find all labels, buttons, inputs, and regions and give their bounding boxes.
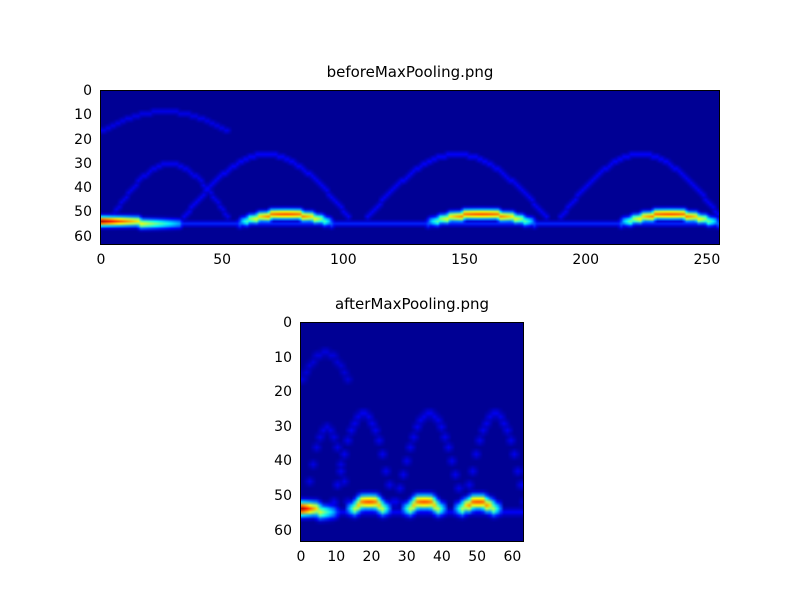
heatmap-image-before (101, 91, 719, 244)
y-tick-label: 10 (74, 107, 92, 124)
plot-before-maxpooling: beforeMaxPooling.png 0 10 20 30 40 50 60 0 50 10… (74, 63, 720, 268)
y-tick-label: 0 (83, 83, 92, 99)
x-tick-label: 50 (213, 252, 232, 268)
y-tick-label: 0 (283, 315, 292, 331)
axes-frame-before (100, 90, 720, 245)
axes-frame-after (300, 322, 524, 542)
y-tick-label: 60 (274, 522, 292, 539)
x-axis-before: 0 50 100 150 200 250 (97, 252, 721, 270)
y-tick-label: 50 (74, 204, 92, 221)
x-tick-label: 200 (572, 252, 600, 268)
x-tick-label: 10 (327, 549, 346, 565)
x-tick-label: 20 (362, 549, 381, 565)
plot-after-maxpooling: afterMaxPooling.png 0 10 20 30 40 50 60 0 10 20 3… (274, 295, 524, 565)
x-tick-label: 0 (296, 549, 306, 565)
y-tick-label: 30 (274, 418, 292, 435)
x-tick-label: 30 (397, 549, 416, 565)
y-tick-label: 50 (274, 488, 292, 505)
y-tick-label: 10 (274, 349, 292, 366)
x-tick-label: 150 (451, 252, 478, 268)
x-tick-label: 250 (693, 252, 721, 268)
x-tick-label: 0 (96, 252, 106, 268)
y-tick-label: 60 (74, 228, 92, 245)
y-tick-label: 40 (74, 180, 92, 197)
heatmap-image-after (301, 323, 523, 541)
plot-title-before: beforeMaxPooling.png (326, 63, 494, 81)
x-tick-label: 50 (468, 549, 487, 565)
y-axis-after: 0 10 20 30 40 50 60 (240, 315, 292, 543)
x-tick-label: 60 (503, 549, 522, 565)
y-tick-label: 20 (74, 131, 92, 148)
plot-title-after: afterMaxPooling.png (334, 295, 490, 313)
y-axis-before: 0 10 20 30 40 50 60 (40, 83, 92, 246)
y-tick-label: 30 (74, 155, 92, 172)
x-axis-after: 0 10 20 30 40 50 60 (297, 549, 525, 567)
y-tick-label: 20 (274, 384, 292, 401)
x-tick-label: 100 (329, 252, 357, 268)
x-tick-label: 40 (433, 549, 451, 565)
y-tick-label: 40 (274, 453, 292, 470)
